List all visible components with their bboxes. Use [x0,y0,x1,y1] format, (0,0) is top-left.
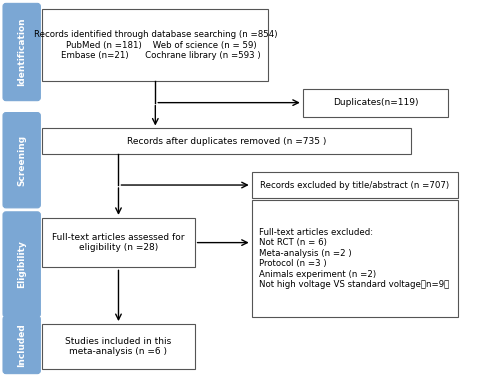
Text: Screening: Screening [17,135,26,186]
Bar [42,129,411,154]
FancyBboxPatch shape [3,3,40,101]
Text: Records after duplicates removed (n =735 ): Records after duplicates removed (n =735… [127,137,326,146]
Text: Records excluded by title/abstract (n =707): Records excluded by title/abstract (n =7… [260,181,450,189]
Text: Eligibility: Eligibility [17,240,26,288]
Text: Full-text articles assessed for
eligibility (n =28): Full-text articles assessed for eligibil… [52,233,184,252]
Text: Studies included in this
meta-analysis (n =6 ): Studies included in this meta-analysis (… [66,337,172,356]
Bar [42,324,194,369]
FancyBboxPatch shape [3,212,40,317]
Bar [252,200,458,317]
Bar [302,89,448,116]
FancyBboxPatch shape [3,316,40,373]
Text: Full-text articles excluded:
Not RCT (n = 6)
Meta-analysis (n =2 )
Protocol (n =: Full-text articles excluded: Not RCT (n … [258,228,449,289]
Text: Duplicates(n=119): Duplicates(n=119) [332,98,418,107]
Text: Included: Included [17,323,26,367]
Text: Records identified through database searching (n =854)
    PubMed (n =181)    We: Records identified through database sear… [34,30,277,60]
Bar [42,218,194,267]
FancyBboxPatch shape [3,113,40,208]
Text: Identification: Identification [17,18,26,86]
Bar [42,9,268,81]
Bar [252,172,458,198]
